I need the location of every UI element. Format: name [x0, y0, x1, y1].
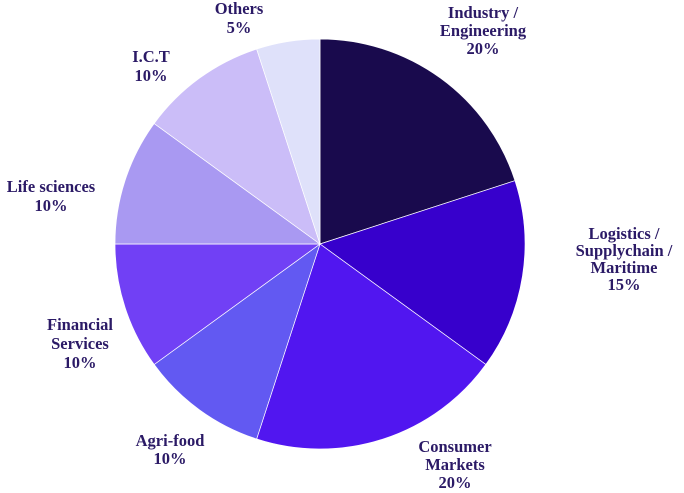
svg-text:Logistics /Supplychain /Mariti: Logistics / Supplychain / Maritime 15%: [576, 224, 673, 294]
svg-text:I.C.T10%: I.C.T 10%: [132, 47, 170, 85]
